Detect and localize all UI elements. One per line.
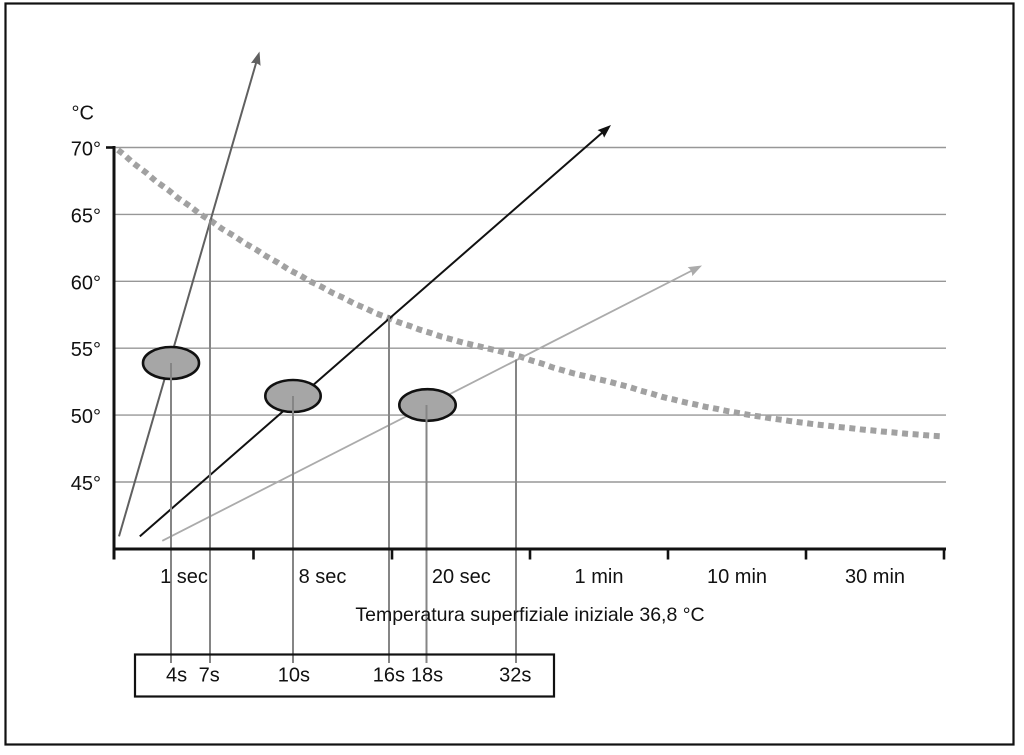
svg-text:30 min: 30 min bbox=[845, 566, 905, 588]
svg-text:10s: 10s bbox=[278, 665, 310, 687]
svg-text:65°: 65° bbox=[71, 205, 101, 227]
svg-text:32s: 32s bbox=[499, 665, 531, 687]
svg-text:70°: 70° bbox=[71, 139, 101, 161]
svg-text:45°: 45° bbox=[71, 473, 101, 495]
svg-text:18s: 18s bbox=[411, 665, 443, 687]
svg-text:4s: 4s bbox=[166, 665, 187, 687]
svg-text:Temperatura superfiziale inizi: Temperatura superfiziale iniziale 36,8 °… bbox=[355, 604, 704, 626]
svg-text:1 min: 1 min bbox=[575, 566, 624, 588]
svg-text:1 sec: 1 sec bbox=[160, 566, 208, 588]
svg-text:16s: 16s bbox=[373, 665, 405, 687]
svg-text:7s: 7s bbox=[199, 665, 220, 687]
svg-text:50°: 50° bbox=[71, 406, 101, 428]
svg-text:55°: 55° bbox=[71, 339, 101, 361]
svg-text:°C: °C bbox=[72, 103, 94, 125]
svg-text:20 sec: 20 sec bbox=[432, 566, 491, 588]
svg-text:10 min: 10 min bbox=[707, 566, 767, 588]
svg-text:60°: 60° bbox=[71, 272, 101, 294]
svg-text:8 sec: 8 sec bbox=[299, 566, 347, 588]
